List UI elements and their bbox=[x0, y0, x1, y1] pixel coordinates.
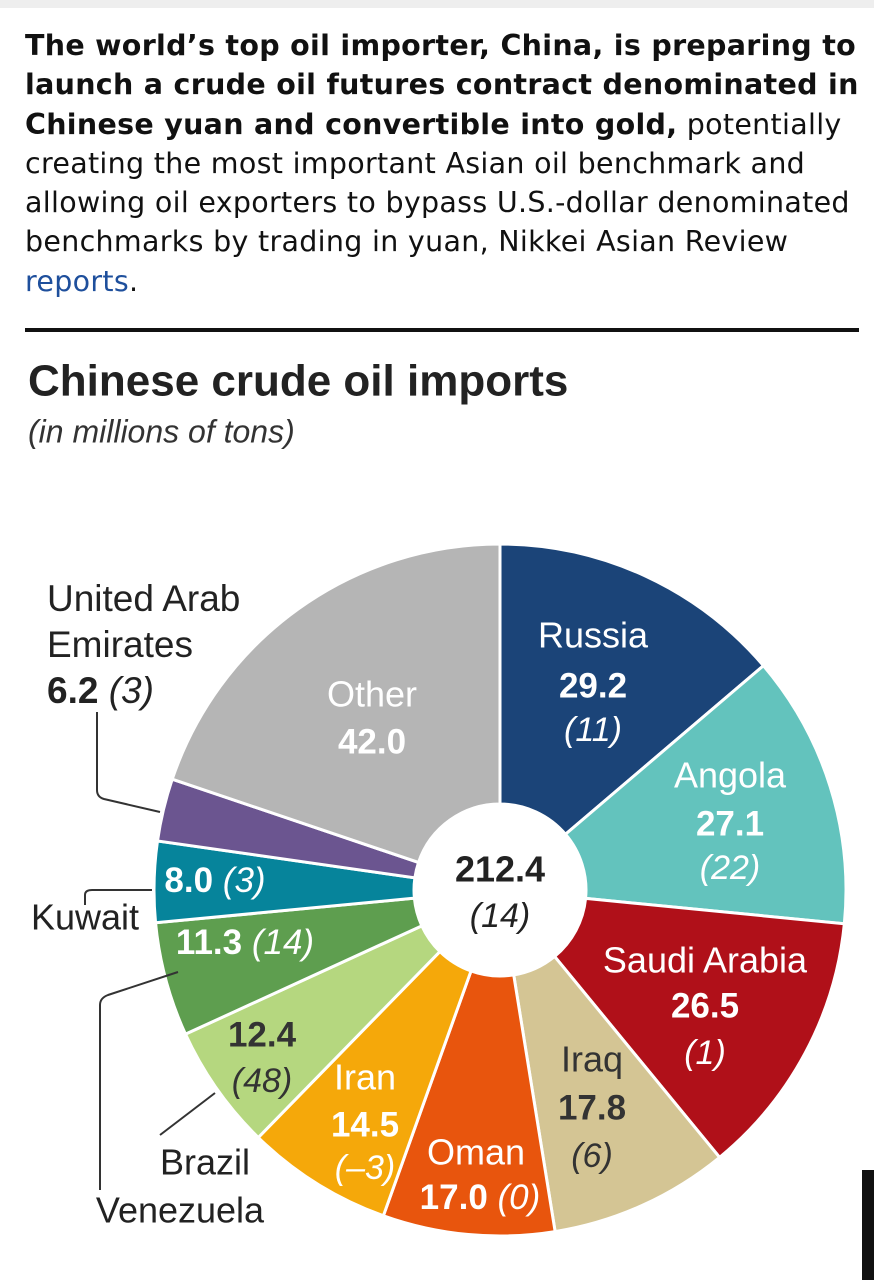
note-label: (3) bbox=[108, 670, 154, 711]
note-label: (–3) bbox=[335, 1149, 395, 1187]
category-label: Kuwait bbox=[31, 897, 139, 938]
value-label: 42.0 bbox=[338, 722, 406, 761]
category-label: Iraq bbox=[561, 1039, 623, 1080]
value-group: 11.3 (14) bbox=[176, 923, 314, 962]
value-label: 11.3 bbox=[176, 923, 242, 962]
lead-bold: The world’s top oil importer, China, is … bbox=[25, 29, 859, 141]
category-label: United Arab Emirates bbox=[47, 578, 241, 665]
rule bbox=[25, 328, 859, 332]
category-label: Angola bbox=[674, 755, 787, 796]
category-label: Venezuela bbox=[96, 1190, 265, 1231]
value-label: 29.2 bbox=[559, 666, 627, 705]
slice bbox=[511, 954, 722, 1234]
link[interactable]: reports bbox=[25, 264, 129, 298]
slice bbox=[563, 663, 848, 926]
chart-title: Chinese crude oil imports bbox=[28, 357, 568, 406]
total-label: 212.4 bbox=[455, 849, 545, 890]
category-label: Iran bbox=[334, 1057, 396, 1098]
uae-label: United Arab Emirates 6.2 (3) bbox=[47, 576, 287, 714]
note-label: (6) bbox=[571, 1137, 613, 1175]
value-group: 8.0 (3) bbox=[164, 861, 265, 900]
value-label: 14.5 bbox=[331, 1105, 399, 1144]
leader-lines bbox=[84, 712, 216, 1190]
leader-line bbox=[99, 971, 179, 1190]
note-label: (1) bbox=[684, 1034, 726, 1072]
center-hole bbox=[416, 806, 584, 974]
total-note: (14) bbox=[470, 897, 530, 935]
slice bbox=[170, 542, 502, 865]
leader-line bbox=[96, 712, 161, 813]
end: . bbox=[129, 264, 139, 298]
category-label: Other bbox=[327, 674, 417, 715]
value-label: 12.4 bbox=[228, 1015, 297, 1054]
slices bbox=[152, 542, 848, 1238]
note-label: (14) bbox=[252, 923, 314, 962]
category-label: Brazil bbox=[160, 1142, 250, 1183]
top-bar bbox=[0, 0, 874, 8]
value-label: 8.0 bbox=[164, 861, 213, 900]
value-label: 27.1 bbox=[696, 804, 764, 843]
side-bar bbox=[862, 1170, 874, 1280]
leader-line bbox=[84, 889, 152, 905]
note-label: (11) bbox=[564, 711, 622, 749]
slice bbox=[381, 969, 557, 1238]
article-text: The world’s top oil importer, China, is … bbox=[25, 26, 865, 301]
value-label: 26.5 bbox=[671, 986, 739, 1025]
category-label: Oman bbox=[427, 1132, 525, 1173]
category-label: Saudi Arabia bbox=[603, 940, 808, 981]
value-label: 17.8 bbox=[558, 1088, 626, 1127]
value-label: 6.2 bbox=[47, 670, 99, 711]
category-label: Russia bbox=[538, 615, 649, 656]
note-label: (22) bbox=[700, 849, 760, 887]
value-label: 17.0 bbox=[420, 1178, 488, 1217]
chart-subtitle: (in millions of tons) bbox=[28, 413, 295, 449]
leader-line bbox=[159, 1092, 216, 1136]
note-label: (0) bbox=[498, 1178, 541, 1217]
lead-text: potentially creating the most important … bbox=[25, 107, 850, 259]
slice bbox=[256, 949, 473, 1218]
slice bbox=[498, 542, 766, 837]
note-label: (3) bbox=[223, 861, 266, 900]
note-label: (48) bbox=[232, 1062, 292, 1100]
value-group: 17.0 (0) bbox=[420, 1178, 541, 1217]
slice bbox=[552, 896, 846, 1160]
